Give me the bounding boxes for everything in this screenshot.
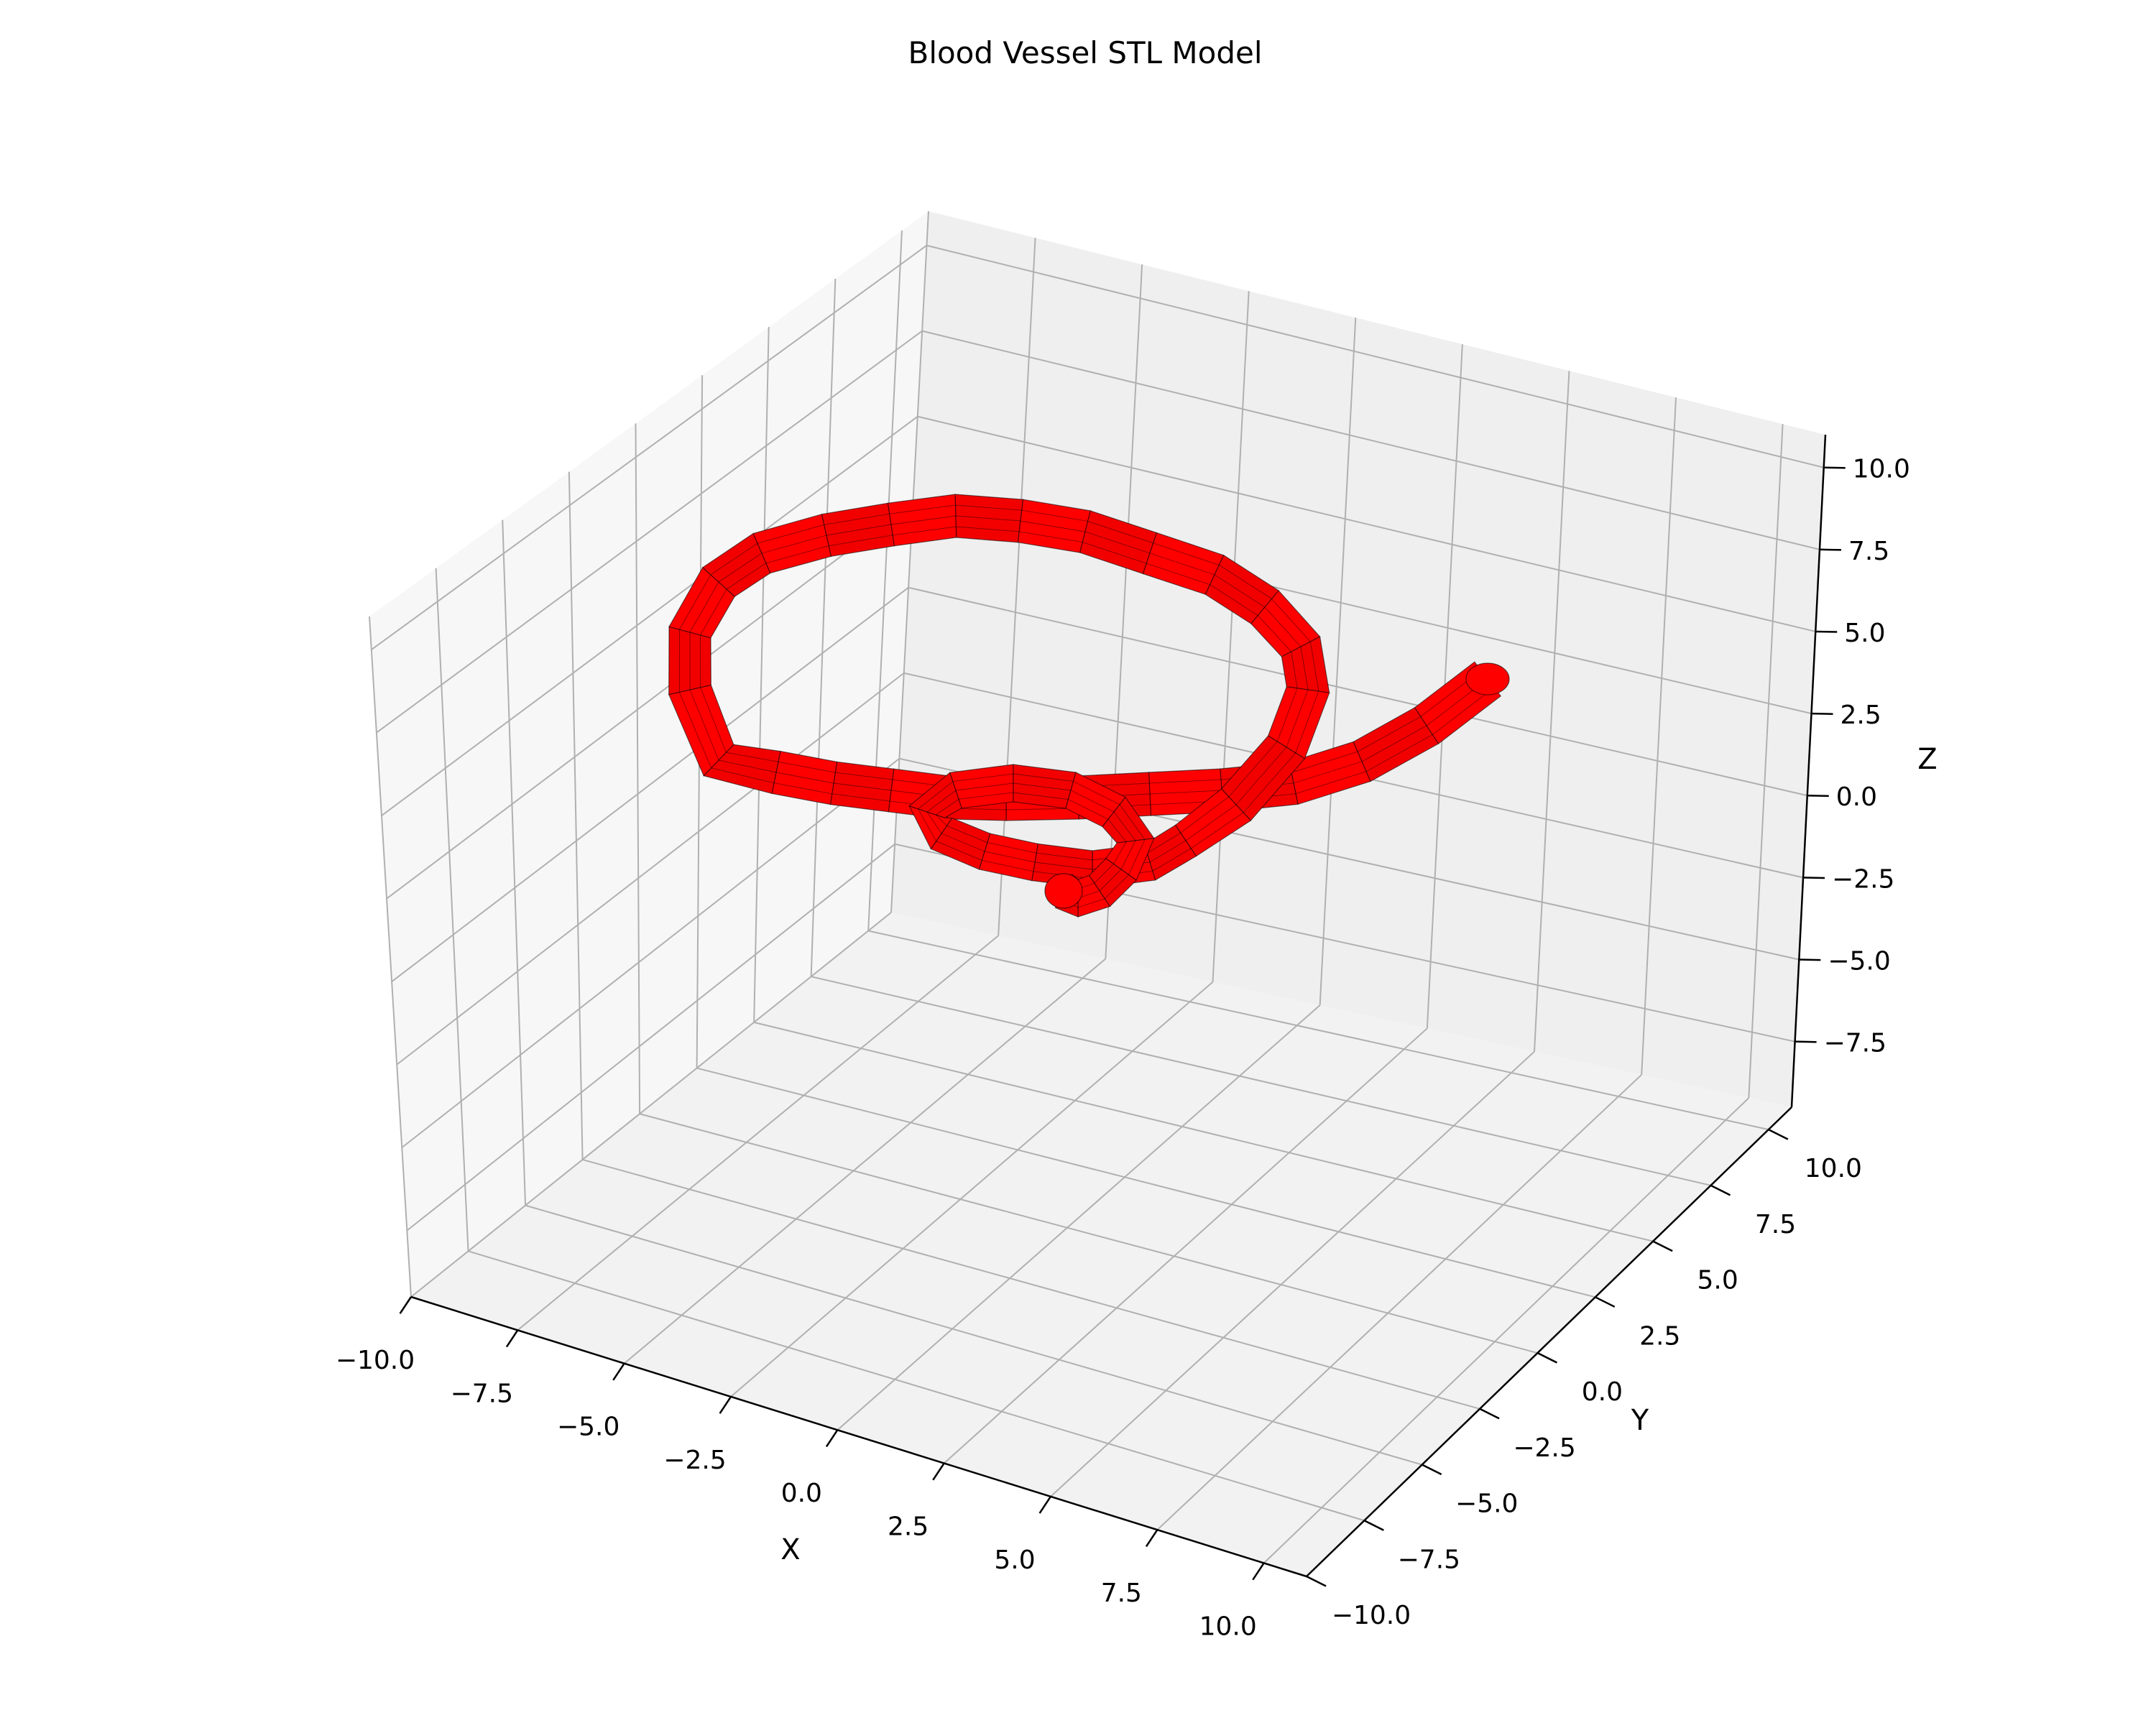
z-tick-label: 10.0 [1853,455,1910,484]
x-tick-mark [720,1397,731,1413]
vessel-segment [1013,764,1076,808]
x-tick-mark [826,1430,837,1446]
x-tick-label: −10.0 [336,1346,415,1375]
z-tick-label: 0.0 [1836,782,1877,812]
y-tick-label: −2.5 [1513,1433,1575,1463]
x-tick-mark [507,1330,517,1346]
z-tick-mark [1799,960,1820,961]
z-tick-label: 5.0 [1844,619,1885,648]
y-tick-label: −10.0 [1332,1601,1411,1630]
x-tick-label: 10.0 [1199,1612,1257,1641]
z-tick-mark [1795,1042,1817,1043]
y-tick-mark [1422,1465,1442,1475]
x-tick-label: −5.0 [557,1413,619,1442]
x-tick-label: 2.5 [888,1512,929,1542]
z-tick-label: −5.0 [1828,947,1890,976]
x-tick-label: 0.0 [781,1479,822,1508]
y-tick-label: 10.0 [1805,1154,1862,1183]
x-tick-mark [1146,1530,1157,1546]
z-tick-mark [1812,713,1833,714]
y-tick-mark [1769,1129,1788,1140]
z-axis-label: Z [1917,743,1937,776]
z-tick-mark [1803,877,1825,878]
x-tick-label: −7.5 [451,1379,513,1408]
x-tick-mark [1253,1563,1263,1579]
z-tick-mark [1807,795,1829,796]
x-tick-mark [1040,1497,1051,1513]
y-tick-mark [1364,1520,1383,1530]
z-tick-label: 2.5 [1841,701,1881,730]
vessel-segment [950,764,1013,808]
x-tick-label: −2.5 [663,1446,726,1475]
vessel-end-cap [1045,874,1082,908]
y-tick-mark [1653,1242,1672,1252]
vessel-start-cap [1466,663,1509,695]
x-tick-mark [400,1297,411,1313]
y-tick-label: 0.0 [1582,1377,1623,1407]
x-tick-label: 5.0 [994,1546,1035,1575]
y-tick-mark [1537,1353,1557,1363]
y-tick-label: 2.5 [1639,1321,1680,1351]
z-tick-label: −7.5 [1824,1029,1886,1058]
y-tick-mark [1595,1297,1615,1307]
x-tick-label: 7.5 [1101,1579,1142,1608]
y-axis-label: Y [1631,1404,1649,1437]
y-tick-label: −7.5 [1398,1545,1460,1574]
x-tick-mark [933,1464,944,1480]
y-tick-mark [1480,1409,1499,1419]
x-axis-label: X [780,1533,800,1566]
z-tick-label: 7.5 [1848,537,1889,566]
x-tick-mark [613,1364,624,1380]
y-tick-mark [1307,1576,1326,1586]
y-tick-label: −5.0 [1455,1489,1518,1519]
z-tick-label: −2.5 [1832,864,1894,894]
y-tick-mark [1711,1186,1731,1196]
y-tick-label: 5.0 [1697,1266,1738,1295]
y-tick-label: 7.5 [1755,1210,1796,1239]
chart-title: Blood Vessel STL Model [908,35,1263,70]
